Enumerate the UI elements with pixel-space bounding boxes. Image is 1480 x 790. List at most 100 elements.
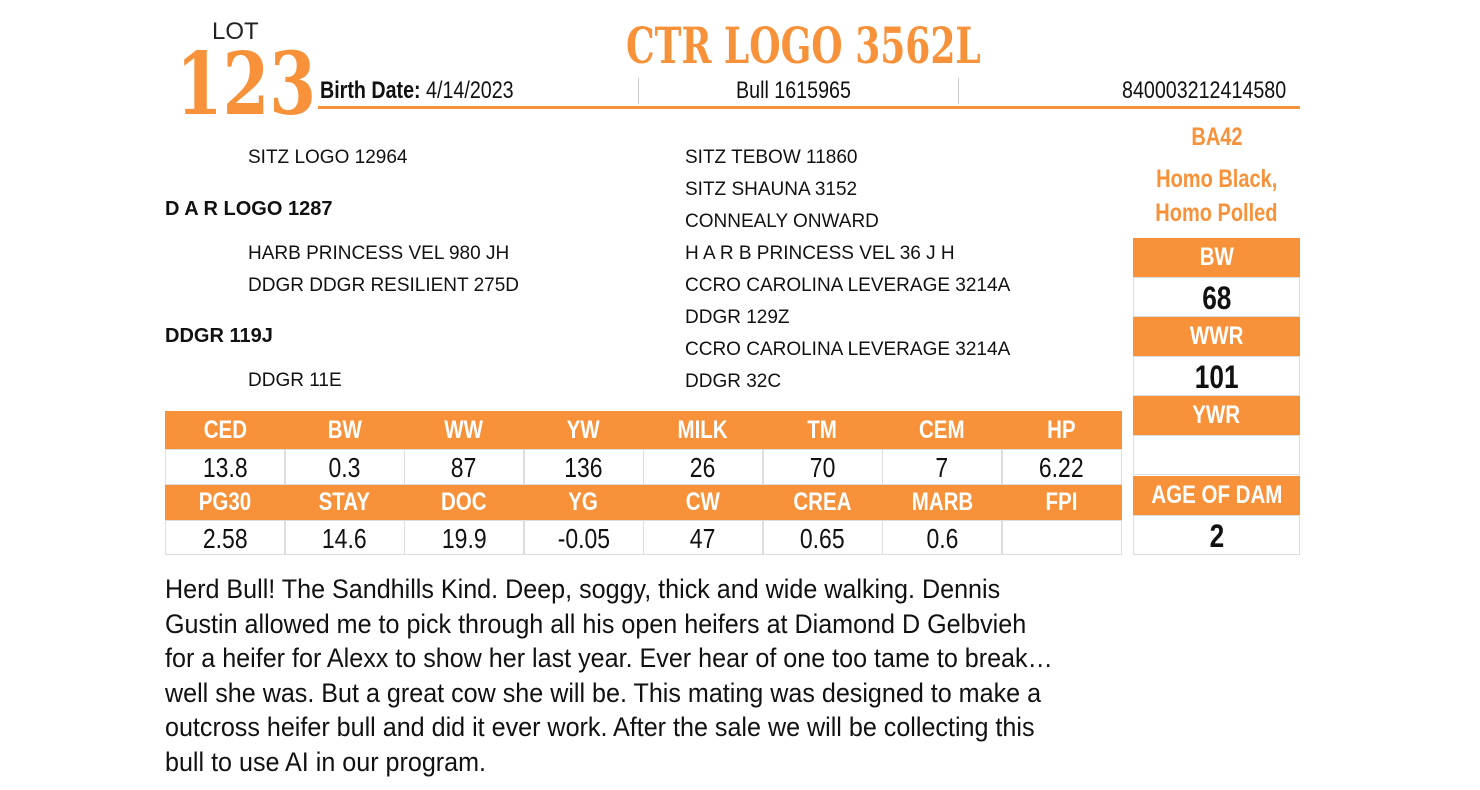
epd-value: 136 <box>523 449 644 485</box>
stat-value-text: 68 <box>1201 280 1232 316</box>
description-line: bull to use AI in our program. <box>165 745 510 780</box>
epd-header: STAY <box>284 485 405 520</box>
stat-label-text: WWR <box>1189 322 1244 350</box>
pedigree-left: SITZ LOGO 12964 <box>248 145 407 171</box>
id-number-text: 840003212414580 <box>1122 77 1287 104</box>
epd-header-text: CEM <box>919 416 965 444</box>
stat-label: AGE OF DAM <box>1133 476 1300 515</box>
pedigree-left-text: HARB PRINCESS VEL 980 JH <box>248 243 510 264</box>
description-line-text: for a heifer for Alexx to show her last … <box>165 643 1053 673</box>
genetics-line: Homo Black, <box>1133 162 1300 196</box>
epd-header-text: STAY <box>318 488 371 516</box>
epd-header: FPI <box>1001 485 1122 520</box>
pedigree-right-text: CCRO CAROLINA LEVERAGE 3214A <box>685 275 1011 296</box>
lot-number-text: 123 <box>176 34 317 135</box>
epd-value: 87 <box>404 449 524 485</box>
epd-header-text: CED <box>203 416 247 444</box>
genetics-line: Homo Polled <box>1133 196 1300 230</box>
epd-value: 6.22 <box>1001 449 1122 485</box>
stat-value-text: 101 <box>1194 359 1239 395</box>
birth-date-value: 4/14/2023 <box>426 77 514 104</box>
epd-header-text: CREA <box>793 488 852 516</box>
side-code: BA42 <box>1133 120 1300 154</box>
epd-header-text: YG <box>568 488 599 516</box>
pedigree-left: DDGR 11E <box>248 368 342 394</box>
pedigree-right: CCRO CAROLINA LEVERAGE 3214A <box>685 337 1010 363</box>
description-line: for a heifer for Alexx to show her last … <box>165 641 1120 676</box>
epd-value-text: -0.05 <box>557 523 610 554</box>
pedigree-right: CCRO CAROLINA LEVERAGE 3214A <box>685 273 1010 299</box>
header-rule <box>318 106 1300 109</box>
stat-label: YWR <box>1133 396 1300 435</box>
pedigree-right-text: H A R B PRINCESS VEL 36 J H <box>685 243 955 264</box>
epd-value-text: 0.3 <box>328 452 361 483</box>
epd-header: HP <box>1001 411 1122 449</box>
stat-value: 68 <box>1133 277 1300 317</box>
lot-label: LOT <box>212 18 259 45</box>
epd-header-text: BW <box>327 416 362 444</box>
side-code-text: BA42 <box>1190 123 1243 151</box>
epd-value: 47 <box>643 520 763 555</box>
epd-value-text: 26 <box>690 452 716 483</box>
stat-value: 2 <box>1133 515 1300 555</box>
genetics-line-text: Homo Polled <box>1155 199 1278 227</box>
epd-header-text: YW <box>566 416 601 444</box>
epd-header: MARB <box>882 485 1002 520</box>
epd-value-text: 13.8 <box>202 452 248 483</box>
pedigree-right-text: DDGR 32C <box>685 371 782 392</box>
epd-value-text: 14.6 <box>322 523 367 554</box>
pedigree-right-text: CONNEALY ONWARD <box>685 211 879 232</box>
stat-label: BW <box>1133 238 1300 277</box>
description-line-text: well she was. But a great cow she will b… <box>165 677 1042 708</box>
pedigree-left: HARB PRINCESS VEL 980 JH <box>248 241 509 267</box>
pedigree-left-text: SITZ LOGO 12964 <box>248 147 408 168</box>
epd-header: TM <box>762 411 883 449</box>
registration: Bull 1615965 <box>736 76 876 106</box>
epd-header-text: FPI <box>1045 488 1078 516</box>
stat-value: 101 <box>1133 356 1300 396</box>
epd-value: 13.8 <box>165 449 285 485</box>
epd-header: CED <box>165 411 285 449</box>
epd-value: -0.05 <box>523 520 644 555</box>
separator <box>638 78 639 104</box>
epd-value-text: 47 <box>690 523 716 554</box>
pedigree-right: H A R B PRINCESS VEL 36 J H <box>685 241 955 267</box>
epd-value: 14.6 <box>284 520 405 555</box>
genetics-line-text: Homo Black, <box>1155 165 1278 193</box>
stat-label: WWR <box>1133 317 1300 356</box>
epd-header: CEM <box>882 411 1002 449</box>
pedigree-right-text: SITZ TEBOW 11860 <box>685 147 858 168</box>
epd-value-text: 6.22 <box>1039 452 1084 483</box>
epd-header: PG30 <box>165 485 285 520</box>
epd-header: WW <box>404 411 524 449</box>
epd-value: 2.58 <box>165 520 285 555</box>
epd-header-text: MARB <box>911 488 973 516</box>
epd-value-text: 2.58 <box>202 523 248 554</box>
epd-header: BW <box>284 411 405 449</box>
lot-number: 123 <box>176 40 356 130</box>
separator <box>958 78 959 104</box>
description-line-text: Gustin allowed me to pick through all hi… <box>165 608 1027 639</box>
epd-header-text: TM <box>807 416 838 444</box>
epd-value: 19.9 <box>404 520 524 555</box>
epd-header: CW <box>643 485 763 520</box>
epd-value-text: 19.9 <box>441 523 487 554</box>
animal-name-text: CTR LOGO 3562L <box>626 16 981 75</box>
pedigree-left: DDGR 119J <box>165 323 273 349</box>
epd-value-text: 87 <box>451 452 477 483</box>
stat-label-text: YWR <box>1192 401 1241 429</box>
epd-header: DOC <box>404 485 524 520</box>
epd-value <box>1001 520 1122 555</box>
birth-date: Birth Date: 4/14/2023 <box>320 76 556 106</box>
epd-value-text: 0.65 <box>800 523 845 554</box>
epd-value: 7 <box>882 449 1002 485</box>
pedigree-left-text: DDGR 11E <box>248 370 342 391</box>
stat-label-text: BW <box>1199 243 1234 271</box>
description-line-text: Herd Bull! The Sandhills Kind. Deep, sog… <box>165 574 1001 604</box>
epd-header-text: DOC <box>441 488 487 516</box>
epd-header: YG <box>523 485 644 520</box>
animal-name: CTR LOGO 3562L <box>626 14 1119 78</box>
pedigree-right-text: CCRO CAROLINA LEVERAGE 3214A <box>685 339 1011 360</box>
epd-value: 70 <box>762 449 883 485</box>
